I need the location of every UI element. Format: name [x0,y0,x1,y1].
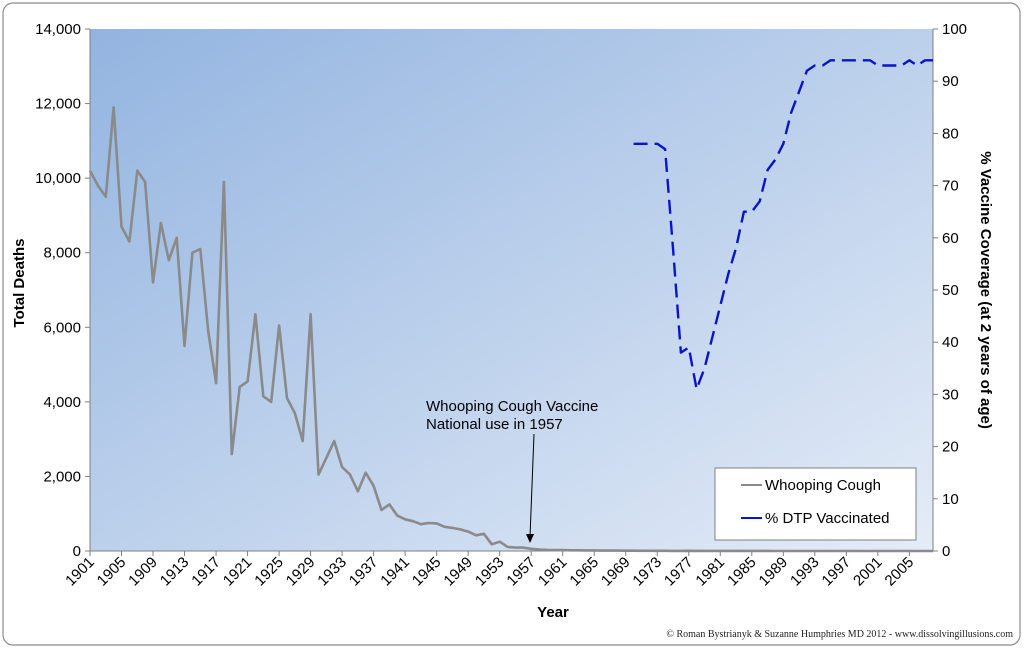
whooping-cough-line [88,106,933,553]
legend-label-whooping-cough: Whooping Cough [765,477,881,494]
right-tick-label: 0 [942,543,950,560]
left-tick-label: 8,000 [43,245,81,262]
legend: Whooping Cough % DTP Vaccinated [714,467,917,541]
annotation-line-2: National use in 1957 [426,416,563,433]
right-tick-label: 30 [942,386,959,403]
right-tick-label: 20 [942,439,959,456]
dtp-vaccinated-line [633,59,933,391]
annotation-arrow [529,433,535,538]
left-axis-ticks: 0 2,000 4,000 6,000 8,000 10,000 12,000 14,000 [35,21,90,560]
x-axis-title: Year [537,604,569,621]
left-tick-label: 2,000 [43,468,81,485]
annotation-line-1: Whooping Cough Vaccine [426,398,598,415]
y-axis-title: Total Deaths [11,239,28,328]
right-tick-label: 40 [942,334,959,351]
left-tick-label: 0 [73,543,81,560]
copyright-credit: © Roman Bystrianyk & Suzanne Humphries M… [666,629,1013,640]
left-tick-label: 10,000 [35,170,81,187]
right-tick-label: 100 [942,21,967,38]
series-layer [88,59,933,553]
left-tick-label: 14,000 [35,21,81,38]
legend-box [714,467,917,541]
left-tick-label: 4,000 [43,394,81,411]
right-axis-ticks: 0 10 20 30 40 50 60 70 80 90 100 [933,21,967,560]
y2-axis-title: % Vaccine Coverage (at 2 years of age) [977,151,994,429]
plot-area [90,29,933,551]
right-tick-label: 10 [942,491,959,508]
right-tick-label: 80 [942,125,959,142]
right-tick-label: 50 [942,282,959,299]
right-tick-label: 70 [942,178,959,195]
left-tick-label: 6,000 [43,319,81,336]
right-tick-label: 90 [942,73,959,90]
left-tick-label: 12,000 [35,96,81,113]
annotation-arrowhead [526,534,534,543]
legend-label-dtp: % DTP Vaccinated [765,510,890,527]
right-tick-label: 60 [942,230,959,247]
